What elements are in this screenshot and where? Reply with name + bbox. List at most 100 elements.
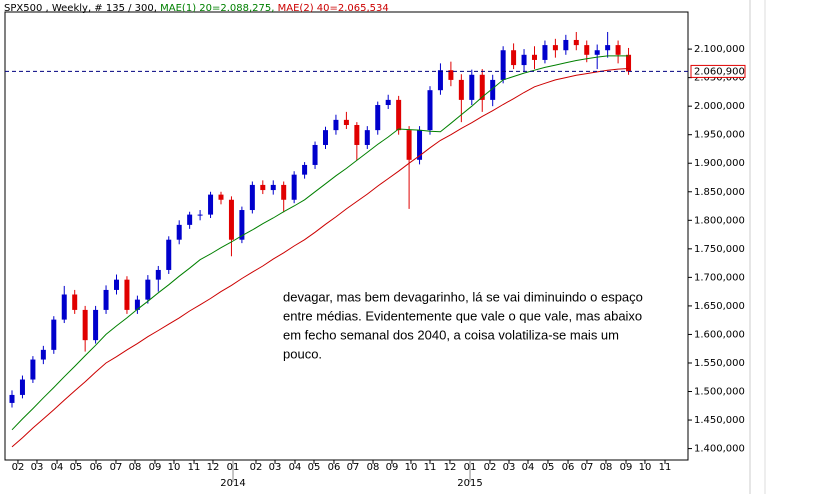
- candle-body: [500, 50, 506, 80]
- header-symbol: SPX500 , Weekly, # 135 / 300,: [4, 3, 157, 14]
- candle-body: [364, 130, 370, 145]
- candle-body: [260, 184, 266, 191]
- x-tick-label: 09: [620, 462, 633, 473]
- header-ma2: MAE(2) 40=2.065,534: [278, 3, 389, 14]
- y-tick-label: 2.000,000: [694, 101, 745, 112]
- candle-body: [427, 90, 433, 131]
- x-tick-label: 05: [70, 462, 83, 473]
- plot-frame: [4, 11, 689, 461]
- candle-body: [437, 70, 443, 91]
- candle-body: [594, 50, 600, 55]
- header-ma1: MAE(1) 20=2.088,275,: [160, 3, 274, 14]
- candle-body: [218, 194, 224, 200]
- candle-body: [30, 359, 36, 380]
- x-tick-label: 07: [581, 462, 594, 473]
- candle-body: [19, 379, 25, 395]
- x-tick-label: 03: [269, 462, 282, 473]
- candle-body: [103, 289, 109, 310]
- candle-body: [113, 279, 119, 290]
- annotation-line: devagar, mas bem devagarinho, lá se vai …: [283, 289, 643, 304]
- x-tick-label: 10: [168, 462, 181, 473]
- x-tick-label: 10: [405, 462, 418, 473]
- x-tick-label: 04: [522, 462, 535, 473]
- x-tick-label: 05: [542, 462, 555, 473]
- x-tick-label: 02: [12, 462, 25, 473]
- x-tick-label: 10: [639, 462, 652, 473]
- candle-body: [291, 174, 297, 200]
- x-tick-label: 04: [51, 462, 64, 473]
- candle-body: [124, 279, 130, 310]
- candle-body: [208, 194, 214, 215]
- candle-body: [281, 184, 287, 200]
- candle-body: [343, 119, 349, 125]
- candle-body: [239, 210, 245, 240]
- x-tick-label: 09: [149, 462, 162, 473]
- annotation-line: em fecho semanal dos 2040, a coisa volat…: [283, 327, 619, 342]
- annotation: devagar, mas bem devagarinho, lá se vai …: [283, 289, 643, 361]
- x-tick-label: 11: [659, 462, 672, 473]
- year-label: 2015: [457, 478, 482, 489]
- candle-body: [40, 349, 46, 360]
- last-price-box: [690, 64, 746, 78]
- candle-body: [9, 394, 15, 403]
- candle-body: [396, 99, 402, 131]
- candle-body: [406, 130, 412, 160]
- candle-body: [573, 39, 579, 46]
- y-tick-label: 1.850,000: [694, 187, 745, 198]
- candle-body: [93, 309, 99, 341]
- candle-body: [145, 279, 151, 300]
- x-tick-label: 11: [188, 462, 201, 473]
- x-tick-label: 07: [347, 462, 360, 473]
- x-tick-label: 08: [600, 462, 613, 473]
- candle-body: [626, 54, 632, 72]
- moving-average: [11, 55, 629, 431]
- candle-body: [605, 45, 611, 51]
- x-tick-label: 09: [386, 462, 399, 473]
- candle-body: [166, 239, 172, 270]
- y-tick-label: 1.550,000: [694, 358, 745, 369]
- candle-body: [542, 45, 548, 60]
- candle-body: [61, 294, 67, 320]
- y-tick-label: 2.100,000: [694, 44, 745, 55]
- candle-body: [469, 74, 475, 100]
- x-tick-label: 06: [90, 462, 103, 473]
- candle-body: [354, 124, 360, 145]
- candle-body: [552, 45, 558, 51]
- x-tick-label: 02: [250, 462, 263, 473]
- candle-body: [333, 119, 339, 131]
- x-tick-label: 02: [484, 462, 497, 473]
- candle-body: [51, 319, 57, 350]
- candle-body: [322, 130, 328, 145]
- x-tick-label: 06: [562, 462, 575, 473]
- y-tick-label: 1.450,000: [694, 415, 745, 426]
- annotation-line: entre médias. Evidentemente que vale o q…: [283, 308, 642, 323]
- x-tick-label: 12: [207, 462, 220, 473]
- y-tick-label: 1.400,000: [694, 444, 745, 455]
- candle-body: [385, 99, 391, 106]
- candle-body: [521, 54, 527, 66]
- moving-average: [11, 68, 629, 448]
- candle-body: [197, 214, 203, 216]
- candle-body: [228, 199, 234, 240]
- x-tick-label: 12: [444, 462, 457, 473]
- candle-body: [458, 79, 464, 100]
- y-tick-label: 1.650,000: [694, 301, 745, 312]
- candle-body: [270, 184, 276, 191]
- candle-body: [155, 269, 161, 280]
- candle-body: [302, 164, 308, 175]
- candle-body: [531, 54, 537, 60]
- x-tick-label: 08: [129, 462, 142, 473]
- candle-body: [82, 309, 88, 341]
- y-tick-label: 1.750,000: [694, 244, 745, 255]
- y-tick-label: 1.600,000: [694, 329, 745, 340]
- candle-body: [249, 184, 255, 211]
- x-tick-label: 08: [367, 462, 380, 473]
- candle-body: [490, 79, 496, 100]
- candle-body: [615, 45, 621, 55]
- candle-body: [176, 224, 182, 240]
- candle-body: [479, 74, 485, 100]
- x-tick-label: 03: [503, 462, 516, 473]
- x-tick-label: 07: [110, 462, 123, 473]
- x-tick-label: 04: [289, 462, 302, 473]
